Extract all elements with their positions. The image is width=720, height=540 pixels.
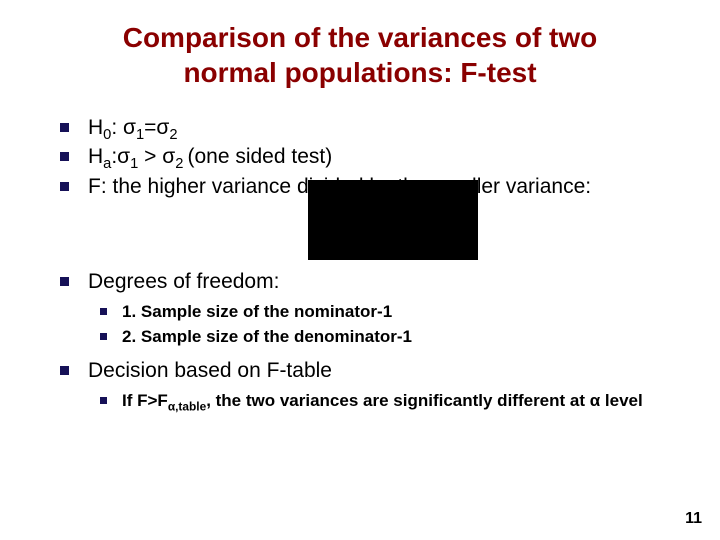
title-line-2: normal populations: F-test <box>183 57 536 88</box>
bullet-h0-text: H0: σ1=σ2 <box>88 116 178 139</box>
bullet-h0: H0: σ1=σ2 <box>48 114 672 141</box>
decision-sub-list: If F>Fα,table, the two variances are sig… <box>48 390 672 413</box>
degrees-sub-1: 1. Sample size of the nominator-1 <box>48 301 672 324</box>
bullet-decision: Decision based on F-table <box>48 357 672 384</box>
page-number: 11 <box>685 510 702 528</box>
degrees-sub-list: 1. Sample size of the nominator-1 2. Sam… <box>48 301 672 349</box>
bullet-ha-text: Ha:σ1 > σ2 (one sided test) <box>88 145 332 168</box>
degrees-sub-2: 2. Sample size of the denominator-1 <box>48 326 672 349</box>
decision-sub-1: If F>Fα,table, the two variances are sig… <box>48 390 672 413</box>
slide: Comparison of the variances of two norma… <box>0 0 720 540</box>
title-line-1: Comparison of the variances of two <box>123 22 598 53</box>
degrees-label: Degrees of freedom: <box>88 270 279 293</box>
degrees-list: Degrees of freedom: <box>48 268 672 295</box>
hypothesis-list: H0: σ1=σ2 Ha:σ1 > σ2 (one sided test) F:… <box>48 114 672 200</box>
slide-title: Comparison of the variances of two norma… <box>48 20 672 90</box>
bullet-f-text: F: the higher variance divided by the sm… <box>88 175 591 198</box>
bullet-f-def: F: the higher variance divided by the sm… <box>48 173 672 200</box>
bullet-ha: Ha:σ1 > σ2 (one sided test) <box>48 143 672 170</box>
decision-list: Decision based on F-table <box>48 357 672 384</box>
bullet-degrees: Degrees of freedom: <box>48 268 672 295</box>
decision-label: Decision based on F-table <box>88 359 332 382</box>
